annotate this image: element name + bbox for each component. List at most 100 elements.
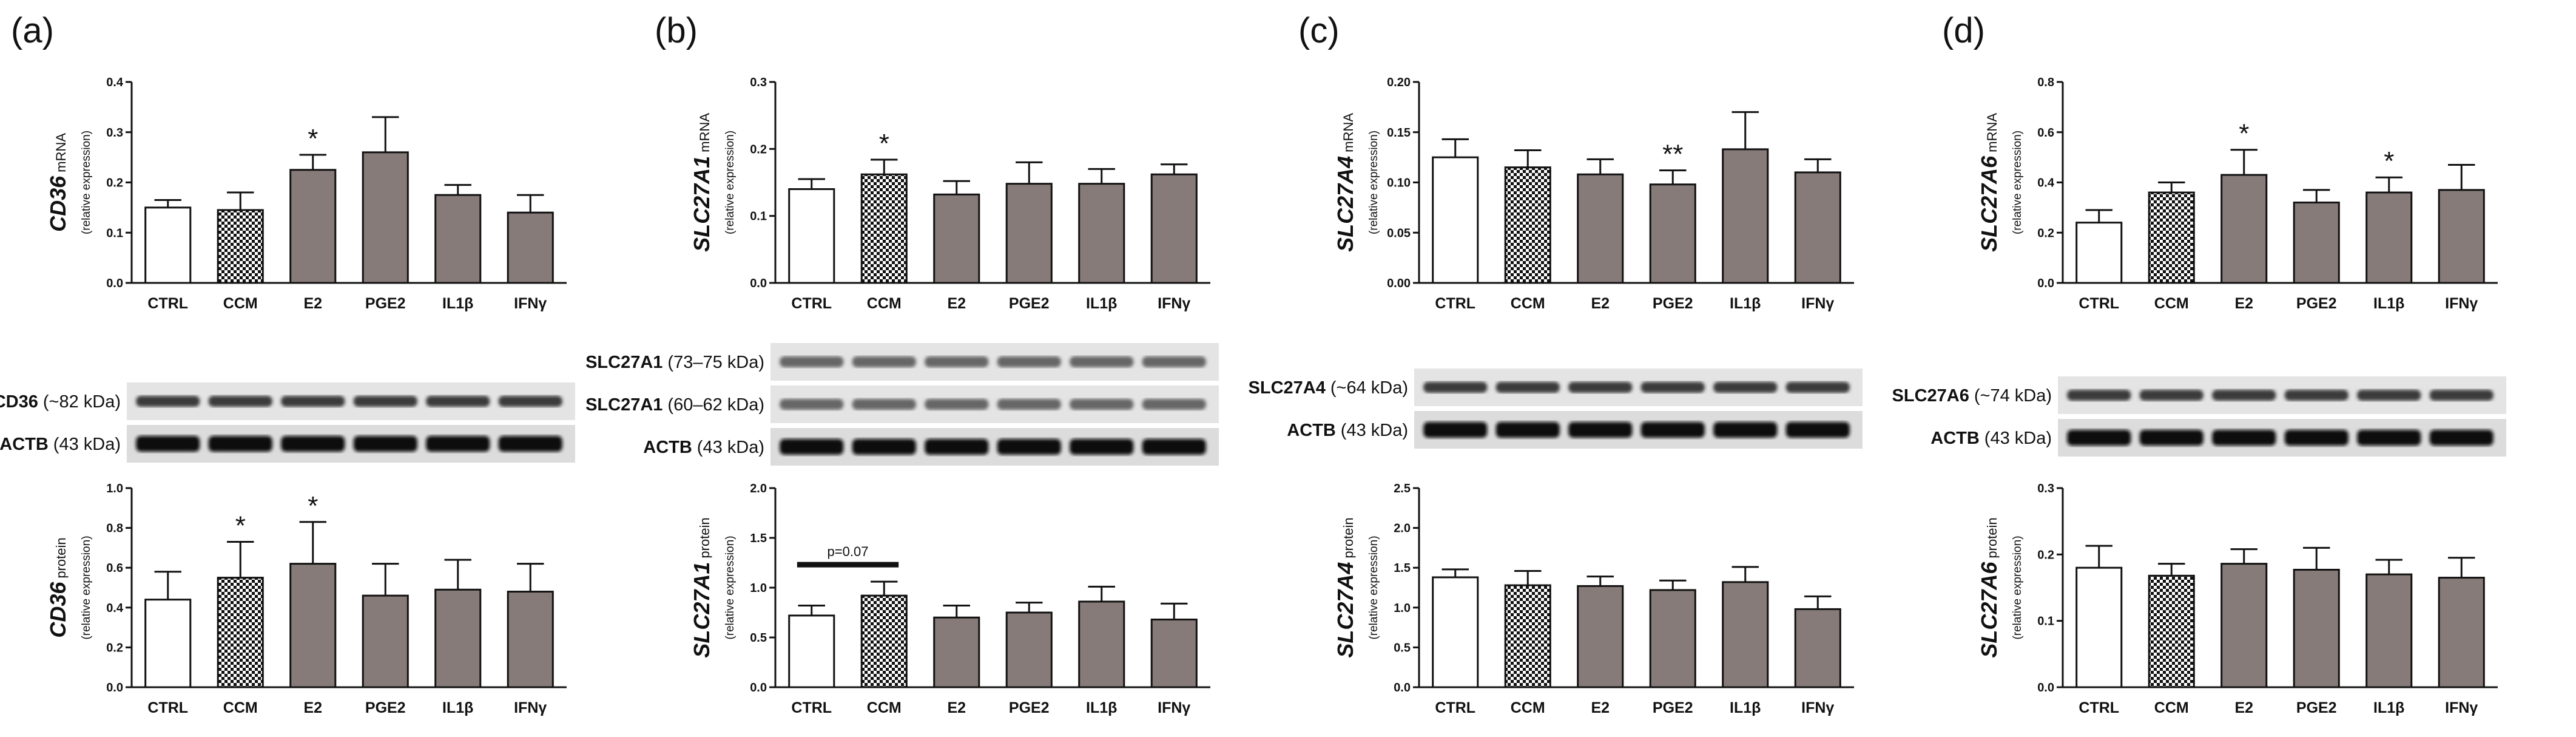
x-tick-label: PGE2 [365, 699, 406, 716]
bar [1649, 589, 1696, 688]
bar [2148, 574, 2195, 688]
bar [1078, 600, 1125, 688]
x-tick-label: CTRL [147, 699, 188, 716]
blot-size: (43 kDa) [697, 438, 764, 457]
y-axis-label: SLC27A1 protein [689, 517, 714, 657]
y-axis-label: SLC27A1 mRNA [689, 113, 714, 252]
y-tick-label: 0.0 [1394, 681, 1411, 695]
y-axis-gene: SLC27A4 [1333, 156, 1358, 252]
significance-star: * [308, 491, 318, 521]
bar [2075, 222, 2123, 284]
y-axis-unit: mRNA [1341, 113, 1356, 152]
bar [1432, 156, 1479, 284]
x-tick-label: E2 [947, 699, 966, 716]
y-tick-label: 0.1 [2037, 615, 2054, 628]
y-axis-gene: SLC27A4 [1333, 562, 1358, 658]
blot-band [852, 356, 916, 367]
bar [434, 194, 482, 284]
bar [217, 209, 264, 284]
blot-band [426, 436, 490, 452]
x-tick-label: CTRL [791, 295, 832, 312]
blot-protein: ACTB [643, 438, 692, 457]
y-axis-note: (relative expression) [1367, 535, 1380, 639]
x-tick-label: CTRL [1435, 699, 1475, 716]
y-tick-label: 0.20 [1387, 76, 1411, 89]
blot-band [2212, 390, 2276, 401]
y-tick-label: 0.5 [1394, 641, 1411, 654]
blot-band [852, 399, 916, 410]
bar [860, 173, 908, 284]
x-tick-label: E2 [1591, 699, 1610, 716]
x-tick-label: IL1β [442, 699, 473, 716]
blot-band [1640, 382, 1705, 393]
blot-label: SLC27A1 (60–62 kDa) [585, 395, 764, 415]
y-tick-label: 0.8 [2037, 76, 2054, 89]
panel-label: (b) [655, 11, 698, 50]
bar [1504, 166, 1551, 284]
y-axis-note: (relative expression) [2011, 131, 2024, 234]
significance-star: * [308, 124, 318, 154]
blot-band [498, 436, 562, 452]
blot-protein: CD36 [0, 392, 38, 412]
y-axis-label: SLC27A4 mRNA [1333, 113, 1358, 252]
x-tick-label: PGE2 [1009, 699, 1050, 716]
bar [788, 188, 835, 284]
x-tick-label: PGE2 [2296, 699, 2337, 716]
blot-band [1142, 399, 1206, 410]
x-tick-label: IL1β [442, 295, 473, 312]
blot-band [2212, 430, 2276, 446]
significance-star: * [235, 511, 246, 541]
blot-band [2429, 390, 2493, 401]
blot-band [1785, 382, 1850, 393]
bar [2293, 568, 2340, 688]
x-tick-label: CTRL [791, 699, 832, 716]
bar [2220, 174, 2268, 284]
x-tick-label: PGE2 [365, 295, 406, 312]
y-tick-label: 0.1 [750, 210, 767, 223]
bar [507, 591, 554, 688]
blot-protein: ACTB [0, 435, 49, 454]
y-tick-label: 0.4 [2037, 177, 2055, 190]
bar [2438, 577, 2485, 688]
y-axis-gene: CD36 [46, 582, 70, 638]
blot-band [1142, 356, 1206, 367]
y-tick-label: 0.2 [2037, 548, 2054, 562]
x-tick-label: CCM [2154, 295, 2189, 312]
x-tick-label: CTRL [147, 295, 188, 312]
blot-band [997, 439, 1061, 455]
y-axis-gene: SLC27A6 [1977, 562, 2001, 658]
y-tick-label: 0.1 [106, 226, 123, 240]
blot-label: ACTB (43 kDa) [1930, 429, 2052, 448]
blot-band [2139, 390, 2203, 401]
x-tick-label: IFNγ [514, 699, 547, 716]
bar [362, 151, 409, 284]
y-axis-unit: mRNA [697, 113, 712, 152]
blot-band [353, 436, 417, 452]
bar [1005, 611, 1053, 688]
y-tick-label: 1.5 [1394, 562, 1411, 575]
bar [289, 169, 337, 284]
bar [788, 614, 835, 688]
x-tick-label: IFNγ [1801, 295, 1834, 312]
blot-band [2139, 430, 2203, 446]
x-tick-label: PGE2 [1653, 699, 1693, 716]
y-tick-label: 0.0 [750, 681, 767, 695]
blot-label: SLC27A1 (73–75 kDa) [585, 353, 764, 372]
significance-star: * [2384, 146, 2394, 176]
blot-band [136, 436, 200, 452]
blot-band [1495, 382, 1560, 393]
blot-protein: ACTB [1930, 429, 1980, 448]
bar [217, 577, 264, 688]
bar [2148, 191, 2195, 284]
x-tick-label: E2 [303, 699, 322, 716]
blot-size: (~64 kDa) [1330, 378, 1408, 398]
y-tick-label: 0.00 [1387, 277, 1411, 290]
y-axis-unit: mRNA [1984, 113, 2000, 152]
bar [1150, 618, 1198, 688]
blot-band [208, 396, 272, 407]
x-tick-label: IL1β [2373, 699, 2404, 716]
x-tick-label: IFNγ [2445, 295, 2478, 312]
bar [1504, 584, 1551, 688]
blot-band [925, 399, 989, 410]
blot-band [2284, 390, 2348, 401]
